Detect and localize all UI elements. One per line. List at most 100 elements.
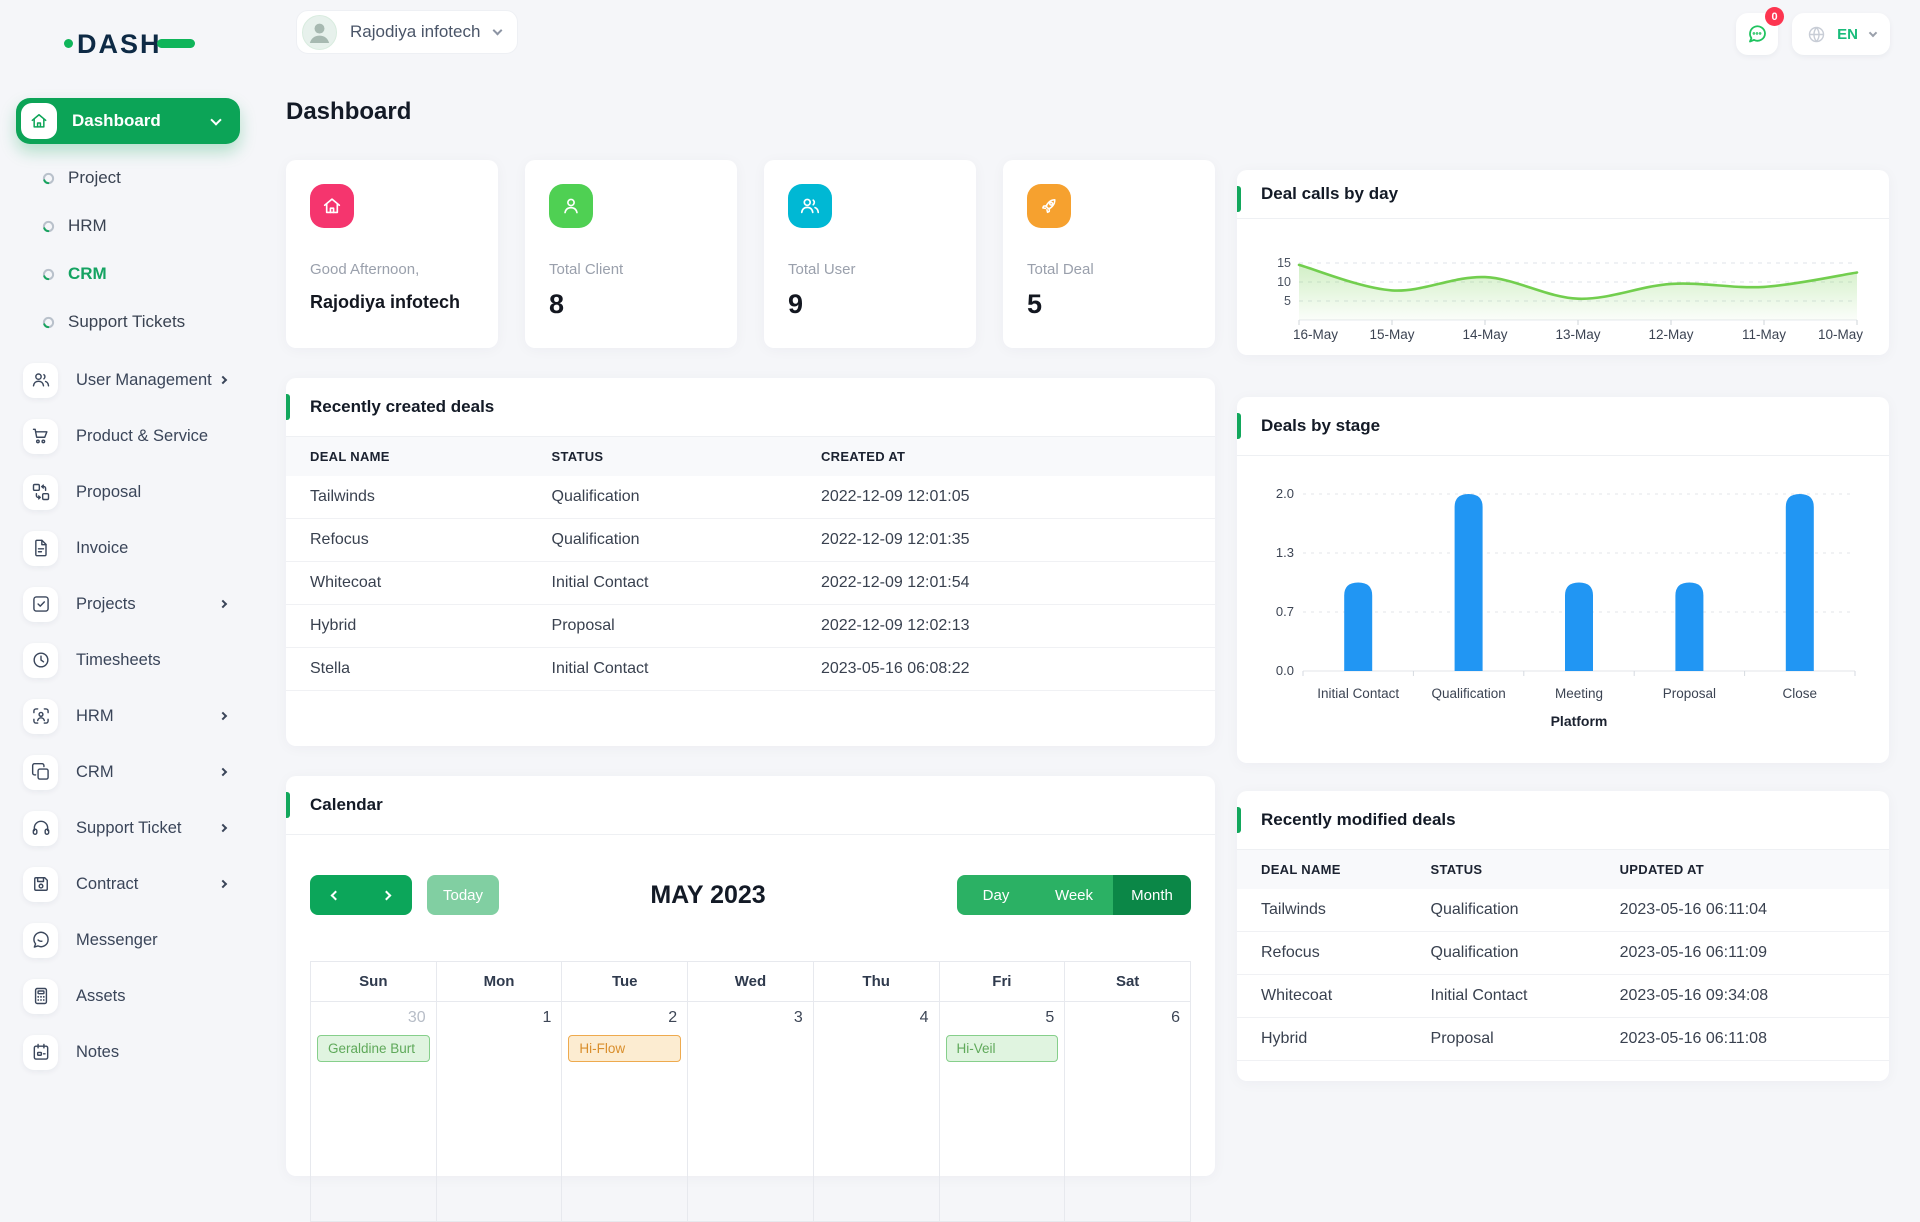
calendar-event[interactable]: Hi-Veil [945,1035,1059,1062]
greeting-card: Good Afternoon, Rajodiya infotech [286,160,498,348]
sidebar-subitem-hrm[interactable]: HRM [0,202,260,250]
deal-name: Stella [286,647,528,691]
next-month-button[interactable] [361,875,412,915]
deal-date: 2023-05-16 06:08:22 [796,647,1215,691]
calendar-day-cell[interactable]: 5 Hi-Veil [938,1001,1066,1222]
svg-text:Initial Contact: Initial Contact [1317,686,1399,701]
logo-dot [64,39,73,48]
calendar-nav-buttons [310,875,412,915]
deal-date: 2022-12-09 12:01:05 [796,476,1215,519]
deal-calls-chart: 15 10 5 16-May 15-May 14-May 13-May 12-May 11-Ma… [1237,219,1889,360]
table-row: Refocus Qualification 2023-05-16 06:11:09 [1237,931,1889,975]
svg-text:Qualification: Qualification [1431,686,1505,701]
chevron-left-icon [330,890,341,900]
svg-text:13-May: 13-May [1555,327,1600,342]
recently-created-deals-card: Recently created deals DEAL NAME STATUS … [286,378,1215,746]
card-title: Recently modified deals [1261,810,1456,829]
sidebar-menu: User Management Product & Service Propos… [0,352,260,1080]
table-row: Tailwinds Qualification 2023-05-16 06:11:0… [1237,889,1889,932]
calendar-day-cell[interactable]: 1 [435,1001,563,1222]
today-button[interactable]: Today [427,875,499,915]
column-header: STATUS [527,437,797,476]
chevron-down-icon [210,113,222,126]
calendar-day-cell[interactable]: 2 Hi-Flow [561,1001,689,1222]
card-title: Calendar [310,795,383,814]
chevron-right-icon [381,890,392,900]
calendar-day-cell[interactable]: 3 [687,1001,814,1222]
stat-label: Total Deal [1027,261,1094,278]
greeting-company: Rajodiya infotech [310,292,461,312]
user-icon [549,184,593,228]
sidebar-item-user-management[interactable]: User Management [0,352,260,408]
weekday-header: Sun [310,961,437,1002]
app-logo[interactable]: DASH [64,26,196,58]
sidebar-subitem-crm[interactable]: CRM [0,250,260,298]
calendar-grid: Sun Mon Tue Wed Thu Fri Sat 30 Geraldine… [310,961,1191,1222]
sidebar-item-label: Timesheets [76,650,161,669]
cart-icon [23,418,58,454]
created-deals-table: DEAL NAME STATUS CREATED AT Tailwinds Qua… [286,437,1215,691]
sidebar-item-projects[interactable]: Projects [0,576,260,632]
greeting-label: Good Afternoon, [310,261,420,278]
deal-status: Qualification [1406,889,1596,932]
weekday-header: Thu [812,961,940,1002]
svg-text:2.0: 2.0 [1276,486,1294,501]
sidebar-subitem-label: CRM [68,264,107,283]
calendar-day-cell[interactable]: 6 [1064,1001,1191,1222]
sidebar-item-timesheets[interactable]: Timesheets [0,632,260,688]
sidebar-subitem-support-tickets[interactable]: Support Tickets [0,298,260,346]
month-view-button[interactable]: Month [1113,875,1191,915]
prev-month-button[interactable] [310,875,361,915]
column-header: DEAL NAME [286,437,528,476]
sidebar-item-crm[interactable]: CRM [0,744,260,800]
svg-text:10-May: 10-May [1818,327,1863,342]
chevron-right-icon [218,599,228,609]
day-view-button[interactable]: Day [957,875,1035,915]
calendar-day-cell[interactable]: 4 [812,1001,940,1222]
sidebar-item-contract[interactable]: Contract [0,856,260,912]
table-header-row: DEAL NAME STATUS UPDATED AT [1237,850,1889,889]
calendar-event[interactable]: Geraldine Burt [317,1035,430,1062]
svg-text:12-May: 12-May [1648,327,1693,342]
sidebar-item-assets[interactable]: Assets [0,968,260,1024]
svg-text:14-May: 14-May [1462,327,1507,342]
sidebar-item-invoice[interactable]: Invoice [0,520,260,576]
sidebar-item-support-ticket[interactable]: Support Ticket [0,800,260,856]
recently-modified-deals-card: Recently modified deals DEAL NAME STATUS… [1237,791,1889,1081]
sidebar-item-label: Assets [76,986,126,1005]
sidebar-item-hrm[interactable]: HRM [0,688,260,744]
stat-label: Total Client [549,261,624,278]
svg-text:15: 15 [1277,256,1291,270]
total-user-card: Total User 9 [764,160,976,348]
notifications-button[interactable]: 0 [1736,7,1784,55]
chevron-down-icon [492,25,503,36]
calendar-event[interactable]: Hi-Flow [568,1035,682,1062]
deal-status: Proposal [1406,1017,1596,1061]
calendar-day-cell[interactable]: 30 Geraldine Burt [310,1001,437,1222]
sidebar-item-messenger[interactable]: Messenger [0,912,260,968]
deal-status: Qualification [527,476,797,519]
company-selector[interactable]: Rajodiya infotech [296,10,519,54]
svg-text:15-May: 15-May [1369,327,1414,342]
sidebar-item-label: Proposal [76,482,142,501]
sidebar-item-dashboard[interactable]: Dashboard [16,98,240,144]
headset-icon [23,810,58,846]
week-view-button[interactable]: Week [1035,875,1113,915]
topbar: Rajodiya infotech 0 EN [260,0,1920,70]
deal-name: Refocus [286,518,528,562]
table-header-row: DEAL NAME STATUS CREATED AT [286,437,1215,476]
users-icon [23,362,58,398]
calendar-toolbar: Today MAY 2023 Day Week Month [310,875,1191,915]
globe-icon [1808,26,1825,42]
day-number: 3 [793,1009,803,1026]
sidebar-item-notes[interactable]: Notes [0,1024,260,1080]
home-icon [310,184,354,228]
calendar-month-label: MAY 2023 [650,880,766,909]
sidebar-item-proposal[interactable]: Proposal [0,464,260,520]
modified-deals-table: DEAL NAME STATUS UPDATED AT Tailwinds Qua… [1237,850,1889,1061]
sidebar-item-product-service[interactable]: Product & Service [0,408,260,464]
language-selector[interactable]: EN [1792,13,1890,55]
sidebar-subitem-project[interactable]: Project [0,154,260,202]
weekday-header: Fri [938,961,1066,1002]
table-row: Tailwinds Qualification 2022-12-09 12:01:0… [286,476,1215,519]
